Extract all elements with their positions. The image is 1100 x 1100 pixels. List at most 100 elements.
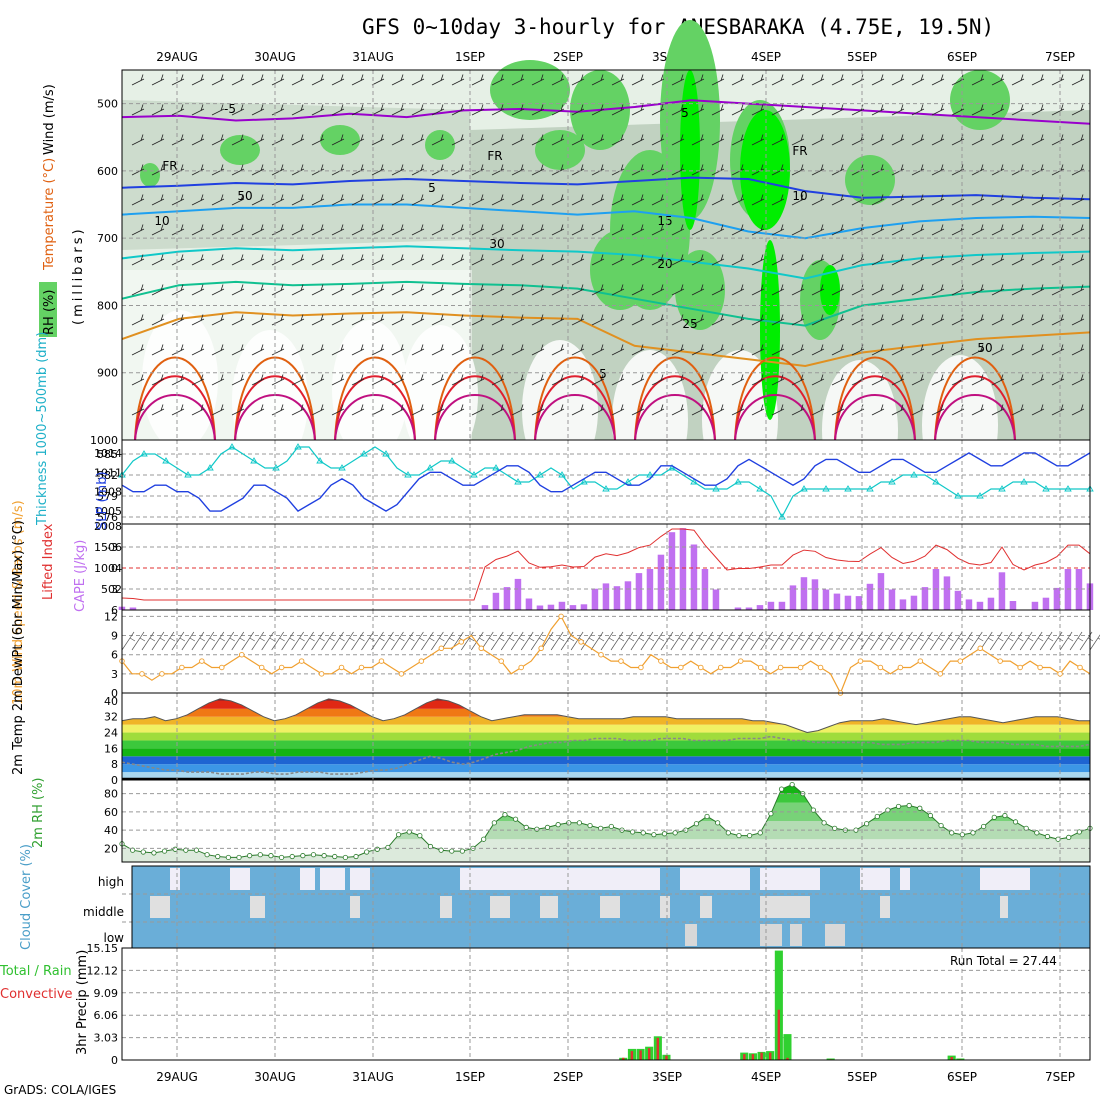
wind-barb <box>391 164 405 176</box>
rh2m-marker <box>661 831 668 837</box>
wind-barb <box>711 134 725 146</box>
temp-band <box>122 748 1090 757</box>
wind-barb <box>351 374 365 386</box>
temperature-panel: 0 8 16 24 32 40 <box>104 692 1091 787</box>
wind-barb <box>511 194 525 206</box>
wind-barb <box>371 74 385 86</box>
cloud-low-block <box>825 924 845 946</box>
wind-barb <box>1071 134 1085 146</box>
wind-barb <box>611 254 625 266</box>
wind-barb <box>671 284 685 296</box>
rh2m-panel: 20 40 60 80 <box>104 779 1093 863</box>
wind-barb <box>991 224 1005 236</box>
temperature-axis-label: Temperature (°C) <box>42 158 57 271</box>
rh2m-marker <box>927 812 934 819</box>
rh-green-patch <box>590 230 650 310</box>
wind-barb <box>351 164 365 176</box>
wind-barb <box>691 194 705 206</box>
wind-barb <box>991 314 1005 326</box>
wind10-barb <box>640 631 655 651</box>
wind10-marker <box>318 671 325 677</box>
precip-conv-bar <box>622 1057 625 1060</box>
wind-barb <box>291 194 305 206</box>
bottom-date-label: 7SEP <box>1045 1070 1075 1084</box>
wind-barb <box>191 404 205 416</box>
wind-barb <box>271 284 285 296</box>
wind-barb <box>351 254 365 266</box>
temp-outline <box>121 698 1091 781</box>
wind-barb <box>171 314 185 326</box>
temp-tick-label: 32 <box>104 711 118 724</box>
wind-barb <box>531 164 545 176</box>
temp-band <box>122 716 1090 725</box>
wind-barb <box>451 74 465 86</box>
cape-bar <box>1042 597 1050 610</box>
wind-barb <box>1071 254 1085 266</box>
rh2m-marker <box>778 786 785 792</box>
wind10-barb <box>1059 631 1074 651</box>
wind-barb <box>971 254 985 266</box>
cape-bar <box>910 595 918 610</box>
wind10-marker <box>159 671 165 677</box>
wind-barb <box>511 74 525 86</box>
rh-bright-patch <box>680 70 700 230</box>
rh2m-marker <box>725 830 731 836</box>
wind-barb <box>491 194 505 206</box>
li-tick-label: -3 <box>107 541 118 554</box>
wind-barb <box>431 254 445 266</box>
lifted-index-line <box>121 528 1091 601</box>
rh2m-marker <box>161 848 168 854</box>
lower-isotherm-loop <box>734 394 816 441</box>
wind-barb <box>631 194 645 206</box>
wind-barb <box>711 164 725 176</box>
wind-barb <box>391 254 405 266</box>
wind-barb <box>831 254 845 266</box>
dewpoint-line <box>121 735 1091 775</box>
rh2m-marker <box>395 832 402 838</box>
rh2m-marker <box>821 820 827 826</box>
dry-pocket <box>522 340 598 480</box>
wind-barb <box>551 224 565 236</box>
wind-barb <box>831 284 845 296</box>
wind-barb <box>171 194 185 206</box>
wind-barb <box>671 104 685 116</box>
wind-barb <box>671 344 685 356</box>
isotherm-line <box>121 203 1091 240</box>
bottom-date-label: 6SEP <box>947 1070 977 1084</box>
wind-barb <box>751 374 765 386</box>
rh2m-marker <box>832 825 838 831</box>
wind-barb <box>1011 224 1025 236</box>
wind-barb <box>431 284 445 296</box>
wind-barb <box>311 74 325 86</box>
wind-barb <box>131 194 145 206</box>
wind-barb <box>471 404 485 416</box>
wind-barb <box>531 314 545 326</box>
wind10-barb <box>411 631 425 651</box>
wind-barb <box>751 344 765 356</box>
wind-barb <box>191 134 205 146</box>
rh2m-marker <box>374 846 380 852</box>
rh2m-marker <box>789 781 795 788</box>
wind10-barb <box>949 631 964 651</box>
wind-barb <box>911 164 925 176</box>
wind-barb <box>751 224 765 236</box>
wind-barb <box>571 374 585 386</box>
cape-bar <box>877 573 885 610</box>
pressure-tick-label: 500 <box>97 98 118 111</box>
wind10-marker <box>358 664 365 671</box>
convective-label: Convective <box>0 987 73 1002</box>
rh2m-marker <box>289 853 295 860</box>
wind-barb <box>231 194 245 206</box>
wind10-marker <box>977 645 983 652</box>
rh2m-marker <box>1066 834 1072 841</box>
wind-barb <box>991 254 1005 266</box>
wind-barb <box>371 164 385 176</box>
rh2m-marker <box>512 816 519 822</box>
wind-barb <box>291 284 305 296</box>
wind10-barb <box>910 631 924 651</box>
wind-barb <box>531 374 545 386</box>
wind-barb <box>371 224 385 236</box>
cape-bar <box>1053 587 1061 610</box>
wind10-barb <box>680 631 695 651</box>
